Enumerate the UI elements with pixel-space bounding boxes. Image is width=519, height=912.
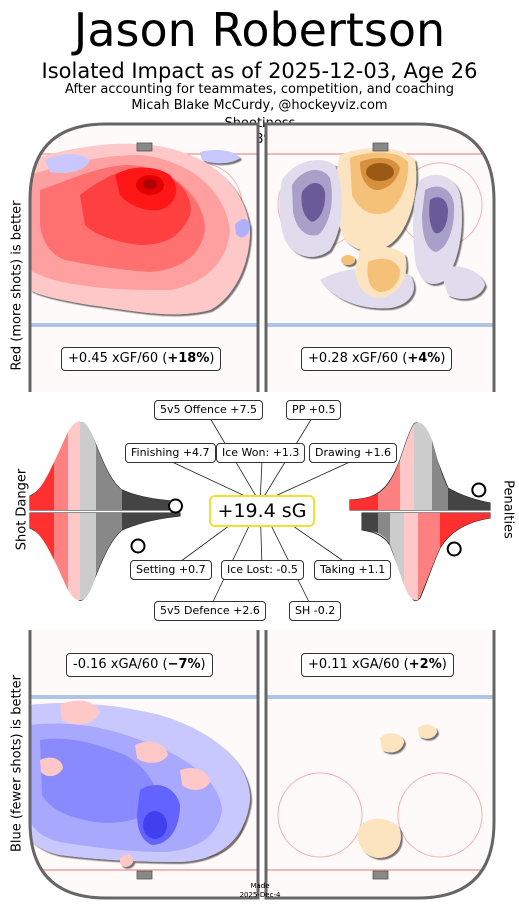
label-pp: PP +0.5: [286, 400, 342, 420]
offense-axis-label: Red (more shots) is better: [9, 200, 25, 371]
marker-shot-danger-offence: [168, 498, 183, 514]
rink-defence-5v5: [30, 630, 258, 898]
rink-offence-pp: [266, 124, 494, 392]
rate-offence-5v5: +0.45 xGF/60 (+18%): [61, 347, 222, 371]
label-ice-lost: Ice Lost: -0.5: [221, 560, 304, 580]
made-date: Made 2025-Dec-4: [239, 882, 281, 899]
shot-danger-offence-dist: [29, 421, 181, 511]
label-sh: SH -0.2: [289, 601, 342, 621]
label-5v5-offence: 5v5 Offence +7.5: [154, 400, 264, 420]
defense-axis-label: Blue (fewer shots) is better: [9, 675, 25, 852]
methodology-note: After accounting for teammates, competit…: [65, 82, 454, 97]
label-5v5-defence: 5v5 Defence +2.6: [154, 601, 266, 621]
percentile-markers: [130, 482, 487, 557]
penalties-taking-dist: [361, 512, 491, 602]
penalties-label: Penalties: [500, 480, 516, 539]
chart-subtitle: Isolated Impact as of 2025-12-03, Age 26: [41, 59, 478, 83]
shot-danger-defence-dist: [29, 512, 181, 601]
label-finishing: Finishing +4.7: [125, 443, 216, 463]
label-taking: Taking +1.1: [314, 560, 392, 580]
shot-danger-label: Shot Danger: [14, 468, 30, 551]
marker-shot-danger-defence: [130, 538, 146, 554]
author-credit: Micah Blake McCurdy, @hockeyviz.com: [131, 98, 388, 113]
total-value: +19.4 sG: [209, 495, 315, 527]
label-drawing: Drawing +1.6: [309, 443, 397, 463]
player-name: Jason Robertson: [73, 3, 446, 57]
label-ice-won: Ice Won: +1.3: [216, 443, 306, 463]
rate-defence-5v5: -0.16 xGA/60 (−7%): [66, 653, 213, 677]
marker-penalties-drawing: [471, 482, 487, 498]
rate-offence-pp: +0.28 xGF/60 (+4%): [301, 347, 453, 371]
label-setting: Setting +0.7: [130, 560, 212, 580]
penalties-drawing-dist: [349, 422, 491, 511]
rate-defence-sh: +0.11 xGA/60 (+2%): [301, 653, 454, 677]
marker-penalties-taking: [446, 541, 462, 557]
